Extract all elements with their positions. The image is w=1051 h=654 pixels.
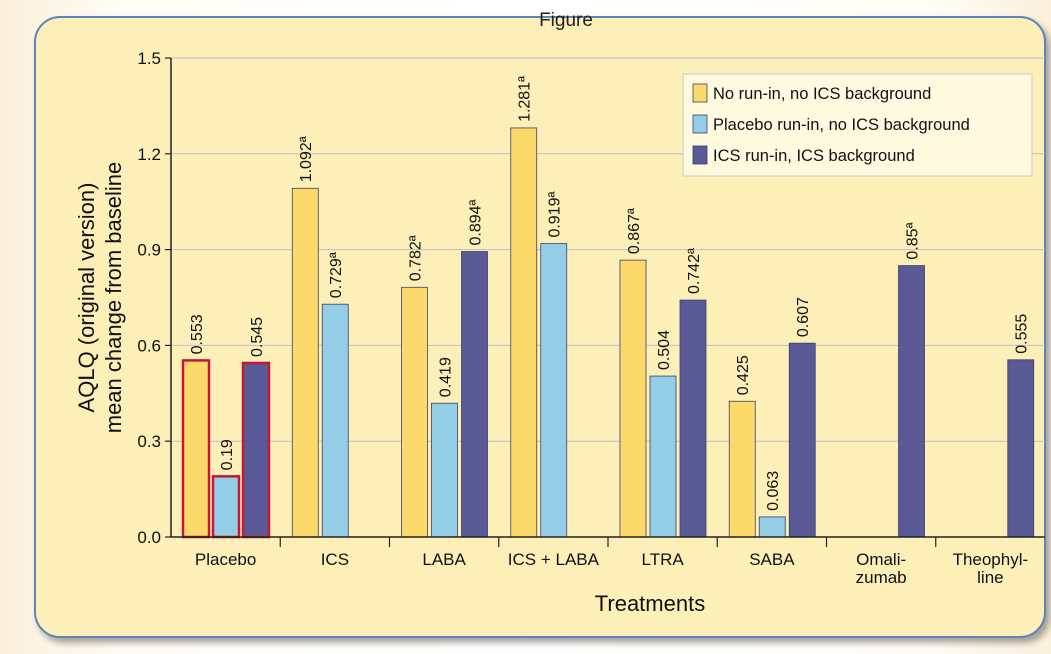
bar <box>321 303 349 538</box>
bar <box>461 251 488 538</box>
y-tick-label: 1.2 <box>137 145 161 164</box>
data-label: 1.281ª <box>517 76 534 122</box>
data-label: 0.19 <box>219 439 236 470</box>
data-label: 0.063 <box>765 471 782 511</box>
bar <box>898 265 925 538</box>
bar <box>241 361 271 539</box>
data-label: 0.782ª <box>408 235 425 281</box>
legend-box <box>682 73 1033 177</box>
bar <box>758 516 786 538</box>
bar <box>431 402 458 538</box>
axis-layer: 0.0 0.3 0.6 0.9 1.2 1.5 Placebo ICS LABA ICS + LA… <box>74 49 1045 616</box>
bar <box>788 342 816 538</box>
data-label: 0.553 <box>189 314 206 354</box>
y-tick-label: 0.0 <box>137 528 161 547</box>
y-axis-title-line: mean change from baseline <box>101 162 126 434</box>
data-label: 0.742ª <box>686 248 703 294</box>
legend-label: ICS run-in, ICS background <box>713 147 915 165</box>
bar <box>679 299 707 538</box>
data-label: 0.919ª <box>547 191 564 237</box>
x-tick-label: Placebo <box>195 550 256 569</box>
x-tick-label: ICS <box>321 550 349 569</box>
bar <box>291 187 319 538</box>
x-tick-label: zumab <box>856 568 907 587</box>
bar <box>540 243 568 538</box>
y-tick-label: 0.3 <box>137 432 161 451</box>
bar <box>211 475 241 539</box>
legend-swatch <box>692 145 708 165</box>
bar <box>1007 359 1035 538</box>
x-tick-label: ICS + LABA <box>508 550 600 569</box>
x-tick-label: Omali- <box>856 550 906 569</box>
x-tick-label: line <box>977 568 1003 587</box>
data-label: 0.425 <box>735 355 752 395</box>
x-tick-label: Theophyl- <box>953 550 1029 569</box>
data-label: 0.85ª <box>905 222 922 259</box>
x-tick-label: LTRA <box>642 550 685 569</box>
data-label: 0.545 <box>249 317 266 357</box>
clipped-heading: Figure <box>539 10 593 31</box>
data-label: 0.607 <box>795 297 812 337</box>
data-label: 0.555 <box>1014 314 1031 354</box>
bar <box>619 259 647 538</box>
legend-label: No run-in, no ICS background <box>713 85 931 103</box>
data-label: 0.419 <box>438 357 455 397</box>
bar-layer <box>181 127 1035 539</box>
bar <box>401 286 428 538</box>
y-axis-title: AQLQ (original version)mean change from … <box>74 162 126 434</box>
data-label: 0.894ª <box>468 199 485 245</box>
data-label: 0.729ª <box>328 252 345 298</box>
bar <box>181 359 211 539</box>
bar <box>728 400 756 538</box>
x-tick-label: SABA <box>749 550 795 569</box>
x-tick-label: LABA <box>422 550 466 569</box>
bar <box>649 375 677 538</box>
y-tick-label: 0.9 <box>137 241 161 260</box>
data-label: 0.867ª <box>626 208 643 254</box>
x-axis-title: Treatments <box>595 591 705 616</box>
bar <box>510 127 538 538</box>
y-tick-label: 0.6 <box>137 336 161 355</box>
y-tick-label: 1.5 <box>137 49 161 68</box>
data-label-layer: 0.553 1.092ª 0.782ª 1.281ª 0.867ª 0.425 0.19 0.… <box>189 76 1031 511</box>
legend-swatch <box>692 83 708 103</box>
data-label: 1.092ª <box>298 136 315 182</box>
y-axis-title-line: AQLQ (original version) <box>74 183 99 413</box>
legend-swatch <box>692 114 708 134</box>
data-label: 0.504 <box>656 330 673 370</box>
legend: No run-in, no ICS background Placebo run-… <box>682 73 1033 177</box>
legend-label: Placebo run-in, no ICS background <box>713 116 970 134</box>
